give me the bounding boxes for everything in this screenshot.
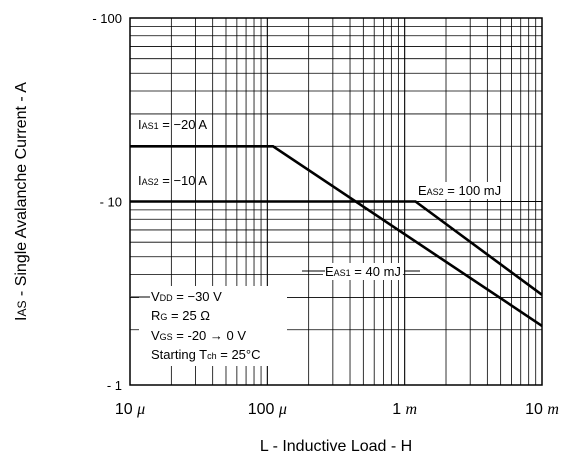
x-tick-label: 100 μ: [248, 401, 287, 418]
ias1-label: IAS1 = −20 A: [138, 117, 207, 132]
condition-line-1: VDD = −30 V: [151, 289, 222, 304]
series-line-2: [130, 200, 543, 296]
x-tick-label: 10 μ: [115, 401, 145, 418]
x-tick-label: 1 m: [392, 401, 417, 418]
y-tick-label: - 100: [92, 11, 122, 26]
series-layer: [130, 145, 543, 327]
condition-line-4: Starting Tch = 25°C: [151, 347, 261, 362]
labels-layer: - 1 - 10 - 100 10 μ 100 μ 1 m 10 m L - Inductiv…: [13, 11, 559, 455]
eas1-label: EAS1 = 40 mJ: [325, 264, 401, 279]
eas1-label-background: [323, 263, 403, 280]
y-axis-label: IAS - Single Avalanche Current - A: [13, 82, 30, 321]
x-tick-label: 10 m: [525, 401, 559, 418]
eas2-label: EAS2 = 100 mJ: [418, 183, 501, 198]
y-tick-label: - 1: [107, 378, 122, 393]
ias2-label: IAS2 = −10 A: [138, 173, 207, 188]
series-line-1: [130, 145, 543, 327]
condition-line-3: VGS = -20 → 0 V: [151, 328, 246, 343]
conditions-box: [139, 286, 287, 366]
eas2-label-background: [416, 182, 504, 199]
x-axis-label: L - Inductive Load - H: [260, 438, 412, 455]
y-tick-label: - 10: [100, 195, 122, 210]
condition-line-2: RG = 25 Ω: [151, 308, 210, 323]
